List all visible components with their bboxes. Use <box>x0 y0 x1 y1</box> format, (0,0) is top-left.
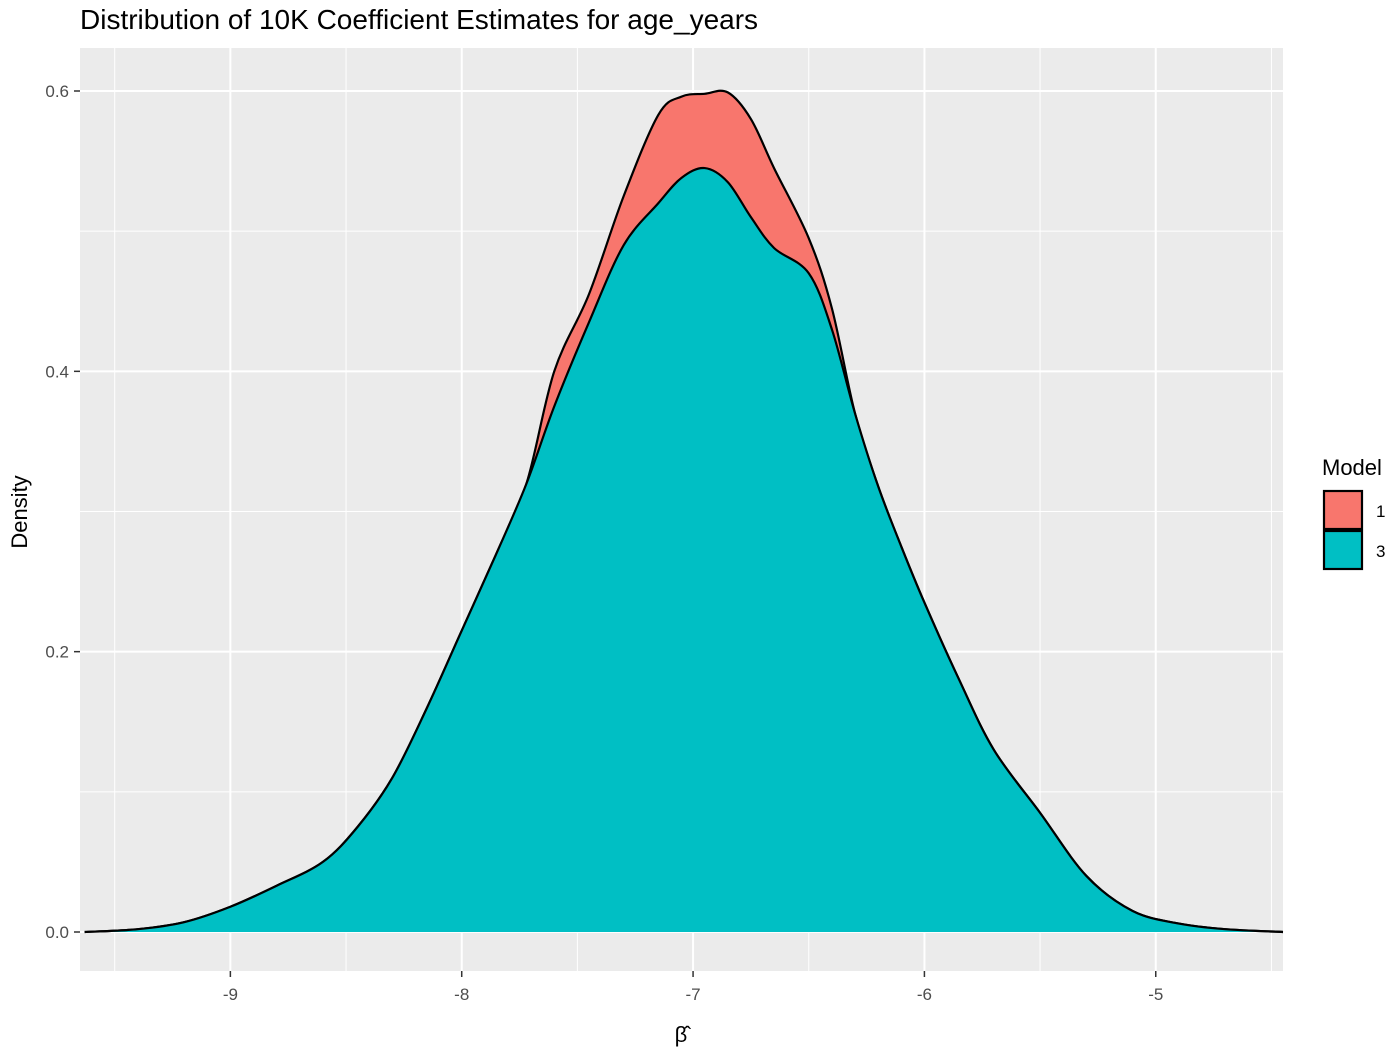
y-axis-title: Density <box>7 475 32 548</box>
y-tick-label: 0.0 <box>45 923 69 942</box>
x-tick-label: -8 <box>454 985 469 1004</box>
x-tick-label: -7 <box>686 985 701 1004</box>
density-line-model-3 <box>84 166 1284 934</box>
chart-title: Distribution of 10K Coefficient Estimate… <box>80 4 759 35</box>
legend-label-model-3: 3 <box>1376 542 1385 561</box>
density-area-model-3 <box>84 168 1283 933</box>
y-tick-label: 0.2 <box>45 643 69 662</box>
y-tick-label: 0.6 <box>45 82 69 101</box>
x-axis-title: β̂ <box>675 1022 692 1047</box>
x-tick-label: -6 <box>917 985 932 1004</box>
legend: Model 1 3 <box>1322 455 1385 571</box>
x-tick-label: -9 <box>223 985 238 1004</box>
legend-label-model-1: 1 <box>1376 502 1385 521</box>
y-axis: 0.0 0.2 0.4 0.6 <box>45 82 80 942</box>
legend-title: Model <box>1322 455 1382 480</box>
legend-key-model-1 <box>1322 489 1364 531</box>
x-axis: -9 -8 -7 -6 -5 <box>223 971 1163 1004</box>
density-areas <box>84 89 1284 934</box>
legend-key-model-3 <box>1322 529 1364 571</box>
x-tick-label: -5 <box>1148 985 1163 1004</box>
y-tick-label: 0.4 <box>45 362 69 381</box>
